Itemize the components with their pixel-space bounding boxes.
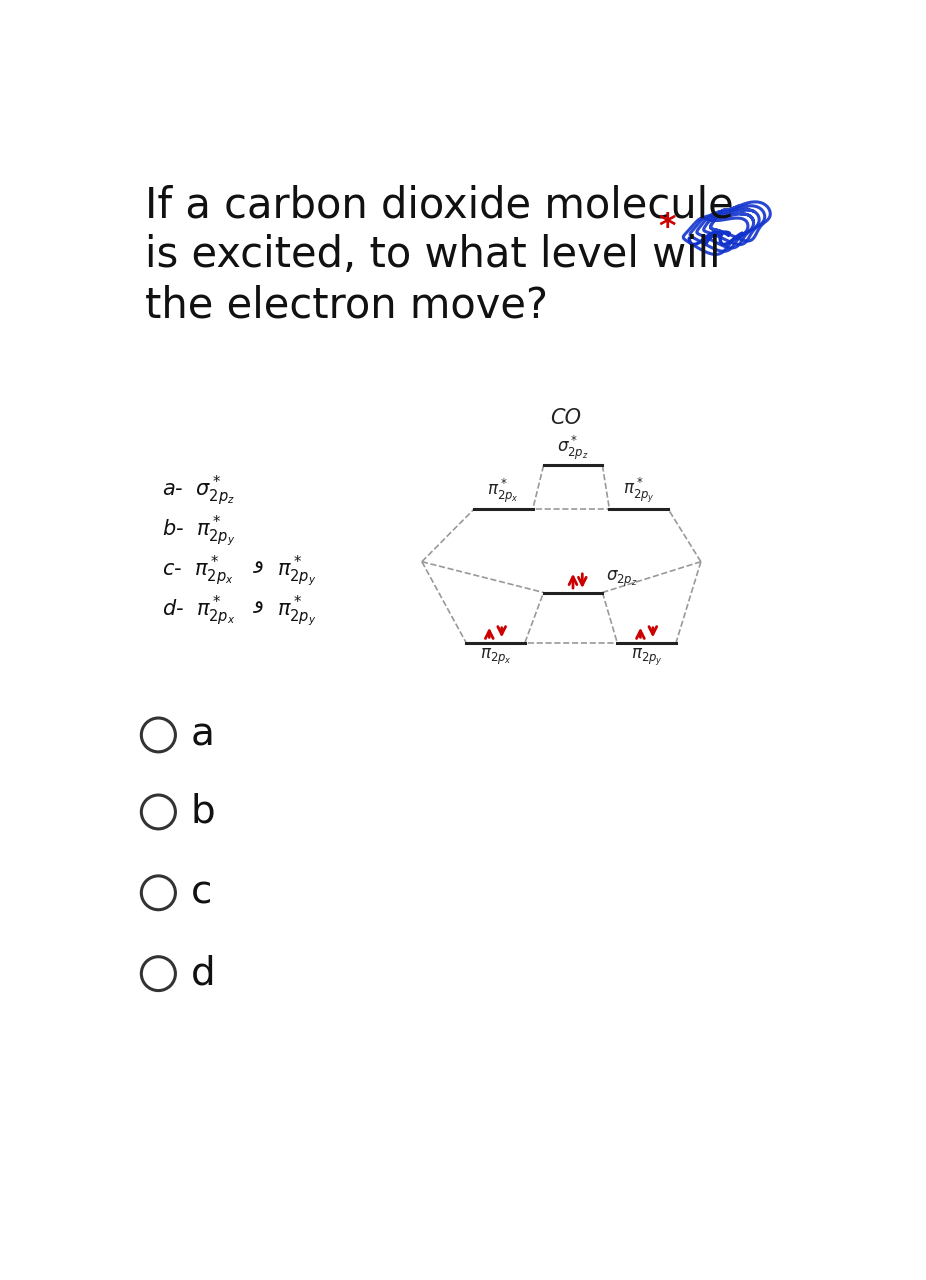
Text: a: a <box>191 716 215 754</box>
Text: و: و <box>254 593 264 613</box>
Text: d-  $\pi^*_{2p_x}$: d- $\pi^*_{2p_x}$ <box>162 593 235 627</box>
Text: $\pi^*_{2p_x}$: $\pi^*_{2p_x}$ <box>487 477 519 506</box>
Text: و: و <box>254 553 264 573</box>
Text: $\sigma^*_{2p_z}$: $\sigma^*_{2p_z}$ <box>557 434 589 462</box>
Text: is excited, to what level will: is excited, to what level will <box>145 234 720 276</box>
Text: CO: CO <box>550 408 581 428</box>
Text: a-  $\sigma^*_{2p_z}$: a- $\sigma^*_{2p_z}$ <box>162 474 235 508</box>
Text: c-  $\pi^*_{2p_x}$: c- $\pi^*_{2p_x}$ <box>162 553 234 588</box>
Text: $\pi_{2p_y}$: $\pi_{2p_y}$ <box>631 646 662 668</box>
Text: $\pi^*_{2p_y}$: $\pi^*_{2p_y}$ <box>623 476 655 506</box>
Text: $\pi_{2p_x}$: $\pi_{2p_x}$ <box>480 646 511 667</box>
Text: If a carbon dioxide molecule: If a carbon dioxide molecule <box>145 184 734 227</box>
Text: $\sigma_{2p_z}$: $\sigma_{2p_z}$ <box>607 570 638 589</box>
Text: c: c <box>191 874 212 911</box>
Text: d: d <box>191 955 216 993</box>
Text: b: b <box>191 792 216 831</box>
Text: *: * <box>658 211 676 244</box>
Text: $\pi^*_{2p_y}$: $\pi^*_{2p_y}$ <box>277 553 317 589</box>
Text: b-  $\pi^*_{2p_y}$: b- $\pi^*_{2p_y}$ <box>162 513 235 549</box>
Text: $\pi^*_{2p_y}$: $\pi^*_{2p_y}$ <box>277 593 317 628</box>
Text: the electron move?: the electron move? <box>145 284 548 326</box>
